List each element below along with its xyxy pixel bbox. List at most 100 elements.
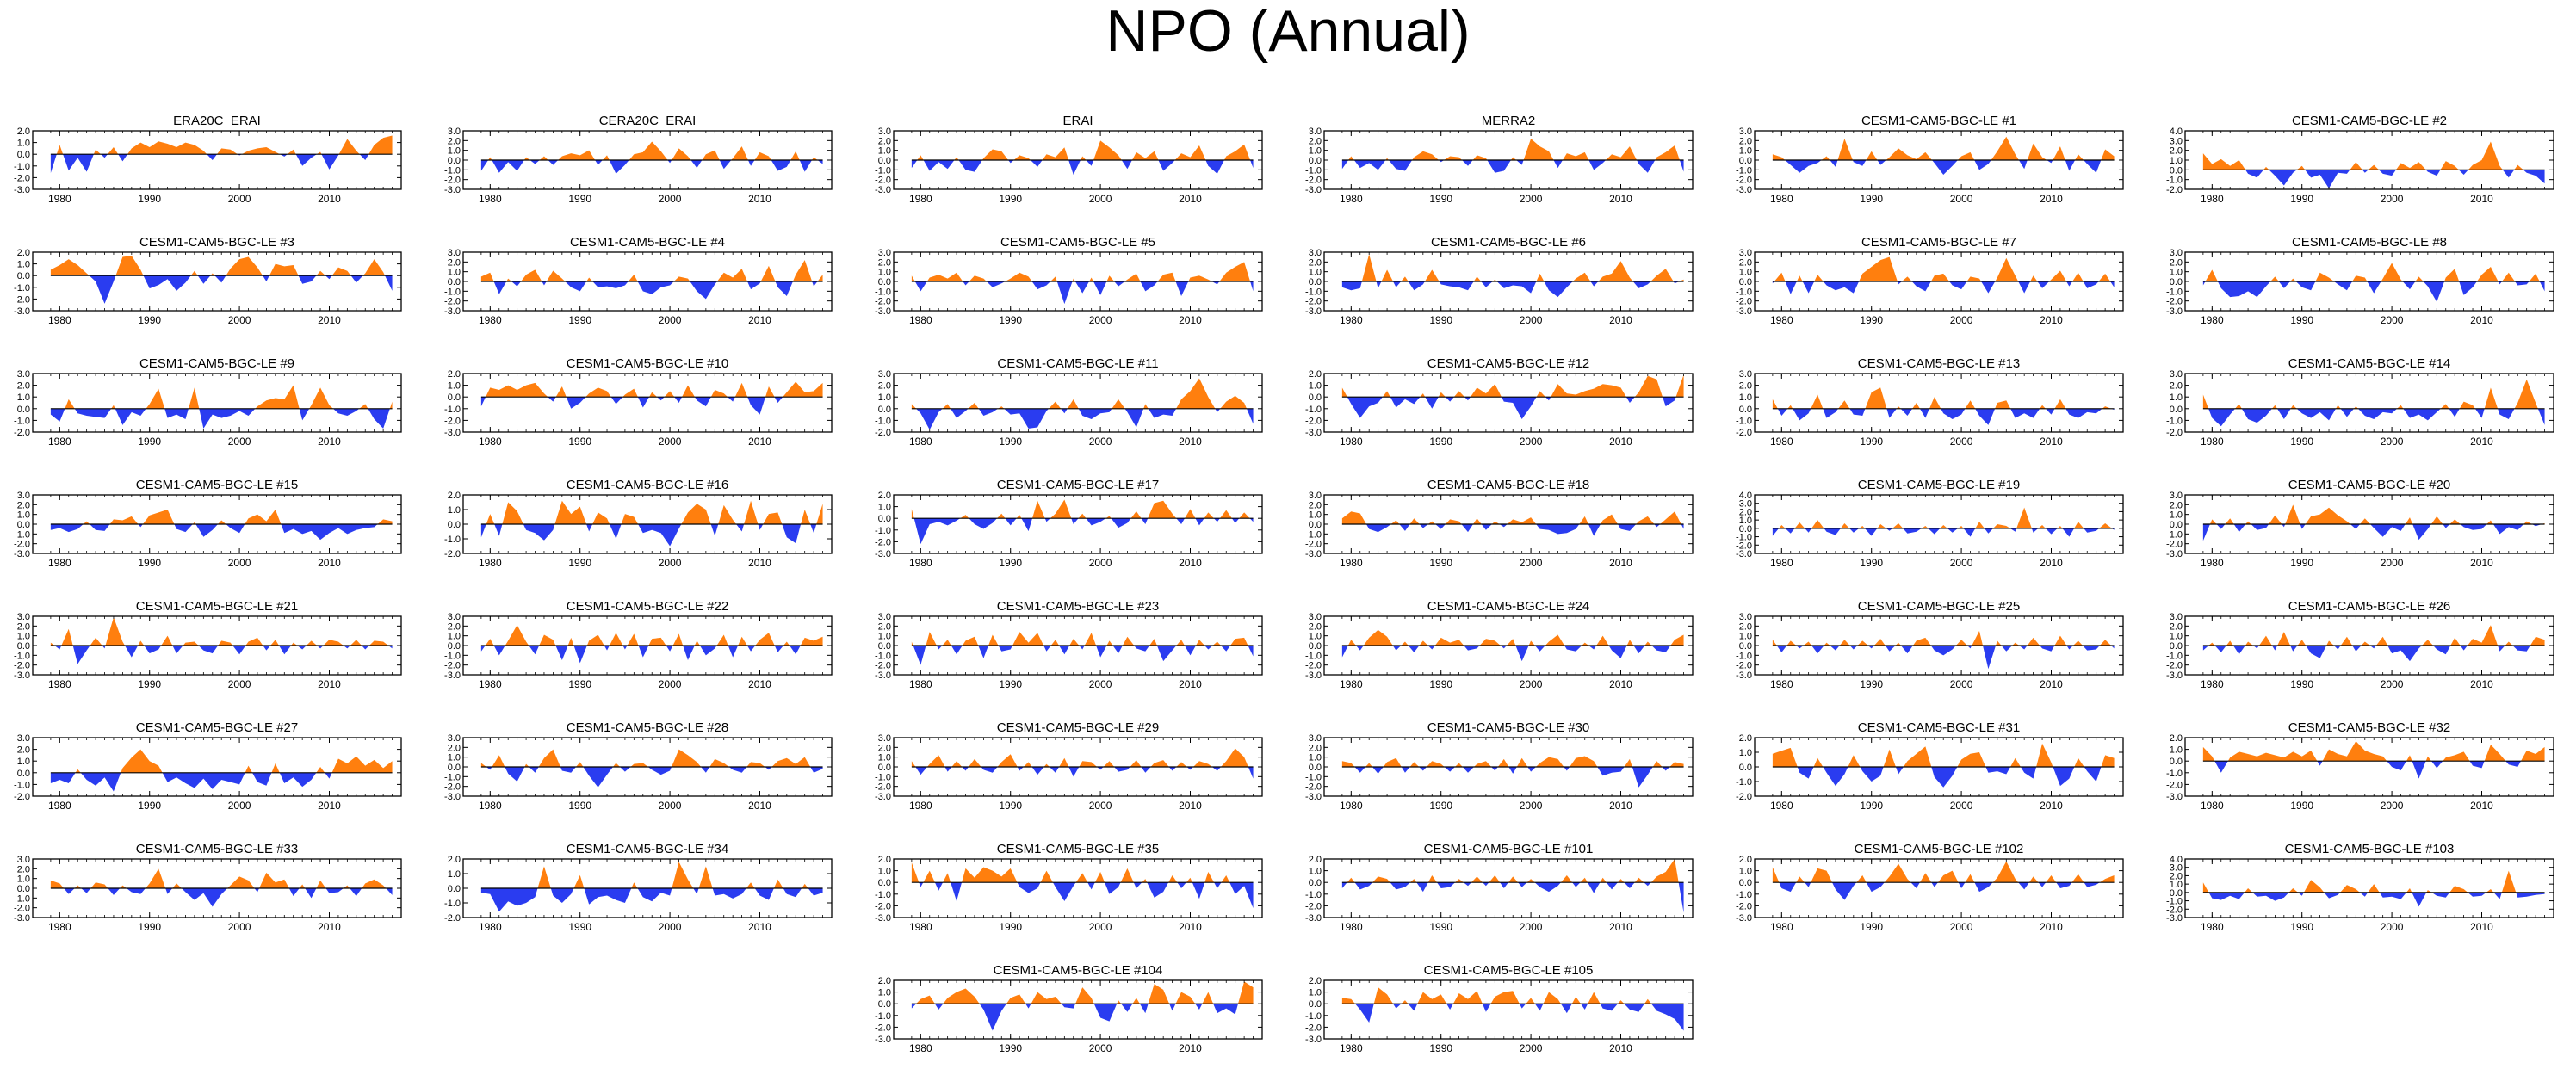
y-tick-label: -1.0 [1305, 1011, 1322, 1022]
positive-area [1772, 743, 2115, 767]
y-tick-label: 4.0 [1739, 491, 1752, 501]
y-tick-label: -2.0 [875, 782, 891, 793]
positive-area [480, 862, 823, 888]
panel-title: CESM1-CAM5-BGC-LE #3 [139, 235, 294, 250]
y-tick-label: 0.0 [448, 277, 461, 287]
panel-frame [32, 130, 402, 190]
y-tick-label: -1.0 [2166, 416, 2183, 426]
y-tick-label: -2.0 [14, 540, 30, 550]
y-tick-label: 3.0 [2170, 491, 2183, 501]
x-tick-label: 1990 [2290, 314, 2313, 326]
positive-area [65, 385, 393, 409]
y-tick-label: 1.0 [448, 632, 461, 642]
x-tick-label: 1990 [999, 800, 1022, 812]
x-tick-label: 2000 [228, 800, 251, 812]
y-tick-label: 1.0 [1309, 146, 1322, 157]
y-tick-label: -1.0 [14, 529, 30, 540]
x-tick-label: 1990 [568, 557, 591, 569]
y-tick-label: 4.0 [2170, 855, 2183, 865]
y-tick-label: -1.0 [1305, 405, 1322, 415]
x-tick-label: 1980 [1770, 921, 1793, 933]
y-tick-label: 1.0 [1739, 392, 1752, 403]
y-tick-label: -2.0 [444, 416, 461, 426]
panel-title: CESM1-CAM5-BGC-LE #22 [567, 599, 728, 614]
panel-title: CESM1-CAM5-BGC-LE #21 [136, 599, 298, 614]
negative-area [911, 408, 1254, 430]
x-tick-label: 2010 [2470, 193, 2493, 205]
y-tick-label: -1.0 [875, 526, 891, 536]
y-tick-label: 3.0 [1309, 612, 1322, 622]
panel-11: CESM1-CAM5-BGC-LE #7 3.02.01.00.0-1.0-2.0… [1736, 235, 2124, 326]
negative-area [50, 154, 393, 173]
y-tick-label: 2.0 [2170, 733, 2183, 744]
x-tick-label: 1980 [909, 921, 932, 933]
x-tick-label: 1990 [1429, 678, 1452, 690]
panel-title: ERAI [1062, 114, 1093, 128]
y-tick-label: 0.0 [2170, 165, 2183, 176]
negative-area [1341, 281, 1684, 298]
y-tick-label: 1.0 [448, 268, 461, 278]
positive-area [2202, 504, 2545, 524]
panel-title: CESM1-CAM5-BGC-LE #27 [136, 720, 298, 735]
panel-title: CESM1-CAM5-BGC-LE #23 [997, 599, 1159, 614]
x-tick-label: 1990 [2290, 678, 2313, 690]
negative-area [1341, 160, 1684, 173]
x-tick-label: 1980 [909, 193, 932, 205]
x-tick-label: 2000 [1950, 314, 1973, 326]
negative-area [911, 160, 1254, 175]
x-tick-label: 2010 [1609, 800, 1632, 812]
panel-title: CESM1-CAM5-BGC-LE #8 [2292, 235, 2447, 250]
x-tick-label: 2010 [2470, 314, 2493, 326]
x-tick-label: 2000 [659, 193, 682, 205]
x-tick-label: 1980 [48, 678, 71, 690]
panel-25: CESM1-CAM5-BGC-LE #21 3.02.01.00.0-1.0-2.… [14, 599, 402, 690]
y-tick-label: -3.0 [875, 306, 891, 317]
x-tick-label: 1980 [479, 436, 502, 448]
x-tick-label: 1980 [1770, 678, 1793, 690]
x-tick-label: 1990 [1860, 314, 1883, 326]
panel-title: CESM1-CAM5-BGC-LE #102 [1855, 842, 2024, 856]
y-tick-label: 1.0 [2170, 392, 2183, 403]
negative-area [1772, 882, 2115, 900]
y-tick-label: -3.0 [1736, 185, 1752, 195]
y-tick-label: 0.0 [1309, 763, 1322, 773]
y-tick-label: 2.0 [17, 500, 30, 510]
negative-area [911, 646, 1254, 665]
x-tick-label: 2000 [1950, 557, 1973, 569]
x-tick-label: 2010 [1609, 193, 1632, 205]
positive-area [480, 381, 823, 398]
y-tick-label: 2.0 [1739, 381, 1752, 392]
panel-title: CESM1-CAM5-BGC-LE #7 [1861, 235, 2016, 250]
negative-area [2202, 892, 2545, 907]
panel-title: CESM1-CAM5-BGC-LE #13 [1858, 356, 2020, 371]
y-tick-label: -1.0 [14, 162, 30, 172]
y-tick-label: 4.0 [2170, 127, 2183, 137]
panel-frame [893, 373, 1263, 433]
negative-area [480, 160, 823, 174]
y-tick-label: 3.0 [2170, 612, 2183, 622]
x-tick-label: 2000 [1089, 921, 1112, 933]
positive-area [50, 510, 393, 524]
x-tick-label: 2000 [659, 557, 682, 569]
negative-area [1772, 160, 2115, 175]
y-tick-label: 3.0 [878, 733, 891, 744]
x-tick-label: 1990 [138, 800, 161, 812]
x-tick-label: 2000 [228, 557, 251, 569]
y-tick-label: 3.0 [2170, 248, 2183, 258]
y-tick-label: 1.0 [1739, 516, 1752, 526]
y-tick-label: 0.0 [17, 641, 30, 652]
y-tick-label: -3.0 [2166, 792, 2183, 802]
y-tick-label: -2.0 [875, 1023, 891, 1033]
negative-area [911, 767, 1254, 779]
y-tick-label: 3.0 [1739, 499, 1752, 510]
y-tick-label: 2.0 [17, 621, 30, 632]
y-tick-label: -2.0 [1736, 661, 1752, 671]
x-tick-label: 2000 [228, 314, 251, 326]
y-tick-label: -2.0 [1305, 540, 1322, 550]
negative-area [911, 1004, 1254, 1031]
y-tick-label: -1.0 [14, 780, 30, 790]
panel-title: CESM1-CAM5-BGC-LE #10 [567, 356, 728, 371]
panel-44: CESM1-CAM5-BGC-LE #105 2.0 1.00.0-1.0-2.0 -… [1305, 963, 1694, 1054]
y-tick-label: 0.0 [878, 277, 891, 287]
